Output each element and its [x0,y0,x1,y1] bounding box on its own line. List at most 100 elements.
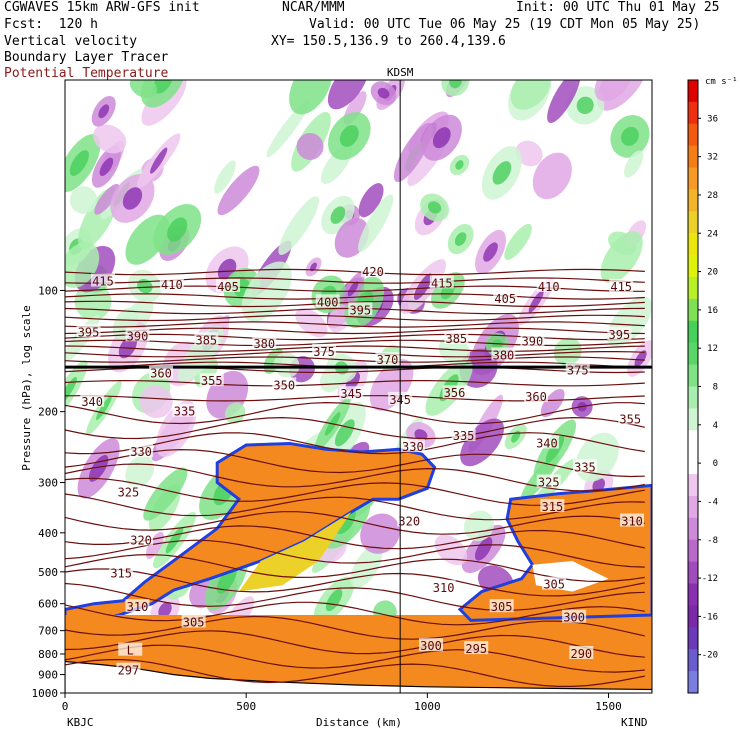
isentrope [65,644,645,673]
colorbar-swatch [688,583,698,606]
updraft-core [545,435,565,463]
field-potential-temperature: Potential Temperature [4,66,169,81]
isentrope-label: 415 [92,275,114,289]
isentrope-label-bg [181,614,206,628]
isentrope-label-bg [109,565,134,579]
isentrope-label-bg [464,641,489,655]
isentrope-label: 295 [465,642,487,656]
updraft-core [427,201,442,214]
isentrope [65,539,645,568]
init-time: Init: 00 UTC Thu 01 May 25 [516,0,720,15]
isentrope [65,615,645,640]
isentrope-label-bg [76,324,101,338]
isentrope-label: 375 [313,345,335,359]
downdraft-core [347,281,359,297]
isentrope-label: 310 [433,581,455,595]
y-axis-label: Pressure (hPa), log scale [20,305,33,471]
updraft-cell [129,80,158,99]
y-tick-label: 1000 [32,687,59,700]
isentrope-label: 390 [127,329,149,343]
isentrope-label-bg [125,328,150,342]
isentrope [65,511,645,535]
downdraft-cell [327,80,369,110]
colorbar-label: 24 [707,229,718,239]
x-tick-label: 1000 [414,700,441,713]
isentrope-label: 325 [538,476,560,490]
downdraft-cell [296,133,324,160]
isentrope [65,448,645,478]
isentrope-label-bg [125,599,150,613]
isentrope-label: 325 [118,486,140,500]
isentrope-label: 385 [445,332,467,346]
isentrope [65,630,645,658]
isentrope-label: 330 [130,445,152,459]
y-tick-label: 400 [38,527,58,540]
isentrope [65,300,645,308]
isentrope-label-bg [129,444,154,458]
isentrope-label-bg [451,428,476,442]
center-name: NCAR/MMM [282,0,345,15]
updraft-core [455,160,464,170]
updraft-cell [553,337,582,366]
isentrope [65,401,645,425]
updraft-core [95,395,112,421]
downdraft-core [150,147,168,174]
isentrope-label: 356 [444,386,466,400]
isentrope-label: 375 [567,363,589,377]
colorbar-swatch [688,364,698,387]
plot-frame [64,79,653,694]
isentrope [65,350,645,358]
updraft-cell [65,242,100,288]
isentrope-label: 395 [78,325,100,339]
isentrope-label: 420 [362,265,384,279]
colorbar-swatch [688,495,698,519]
isentrope-label: 385 [195,333,217,347]
colorbar-label: 8 [713,383,718,393]
isentrope-label-bg [520,333,545,347]
colorbar-swatch [688,123,698,147]
colorbar-label: 32 [707,153,718,163]
isentrope-label: 370 [377,353,399,367]
isentrope [65,432,645,455]
updraft-core [325,588,343,612]
isentrope-label-bg [339,386,364,400]
isentrope-label: 345 [340,387,362,401]
updraft-cell [463,510,495,542]
isentrope-label-bg [569,645,594,659]
isentrope-label: 320 [398,515,420,529]
y-tick-label: 100 [38,284,58,297]
isentrope [65,314,645,322]
downdraft-core [377,87,390,99]
isentrope-label-bg [540,498,565,512]
colorbar-swatch [688,233,698,256]
isentrope-label: 290 [570,647,592,661]
downdraft-cell [515,140,543,167]
isentrope-label: 380 [253,337,275,351]
downdraft-cell [139,385,173,419]
isentrope-label: 360 [150,367,172,381]
isentrope [65,553,645,583]
isentrope-label: 305 [183,615,205,629]
updraft-cell [69,186,98,214]
isentrope [65,493,645,521]
isentrope [65,339,645,347]
colorbar-swatch [688,452,698,475]
isentrope-label-bg [429,275,454,289]
downdraft-core [432,127,451,149]
colorbar-swatch [688,386,698,409]
colorbar-label: -12 [702,574,718,584]
colorbar-label: 16 [707,306,718,316]
colorbar-swatch [688,189,698,212]
isentrope-label: 410 [538,280,560,294]
updraft-core [65,377,77,405]
colorbar-label: 36 [707,114,718,124]
colorbar-swatch [688,320,698,344]
updraft-core [454,232,467,246]
isentrope-label-bg [444,331,469,345]
downdraft-cell [393,122,433,183]
isentrope-label: 315 [542,500,564,514]
x-tick-label: 1500 [595,700,622,713]
isentrope [65,659,645,687]
updraft-cell [510,80,551,110]
